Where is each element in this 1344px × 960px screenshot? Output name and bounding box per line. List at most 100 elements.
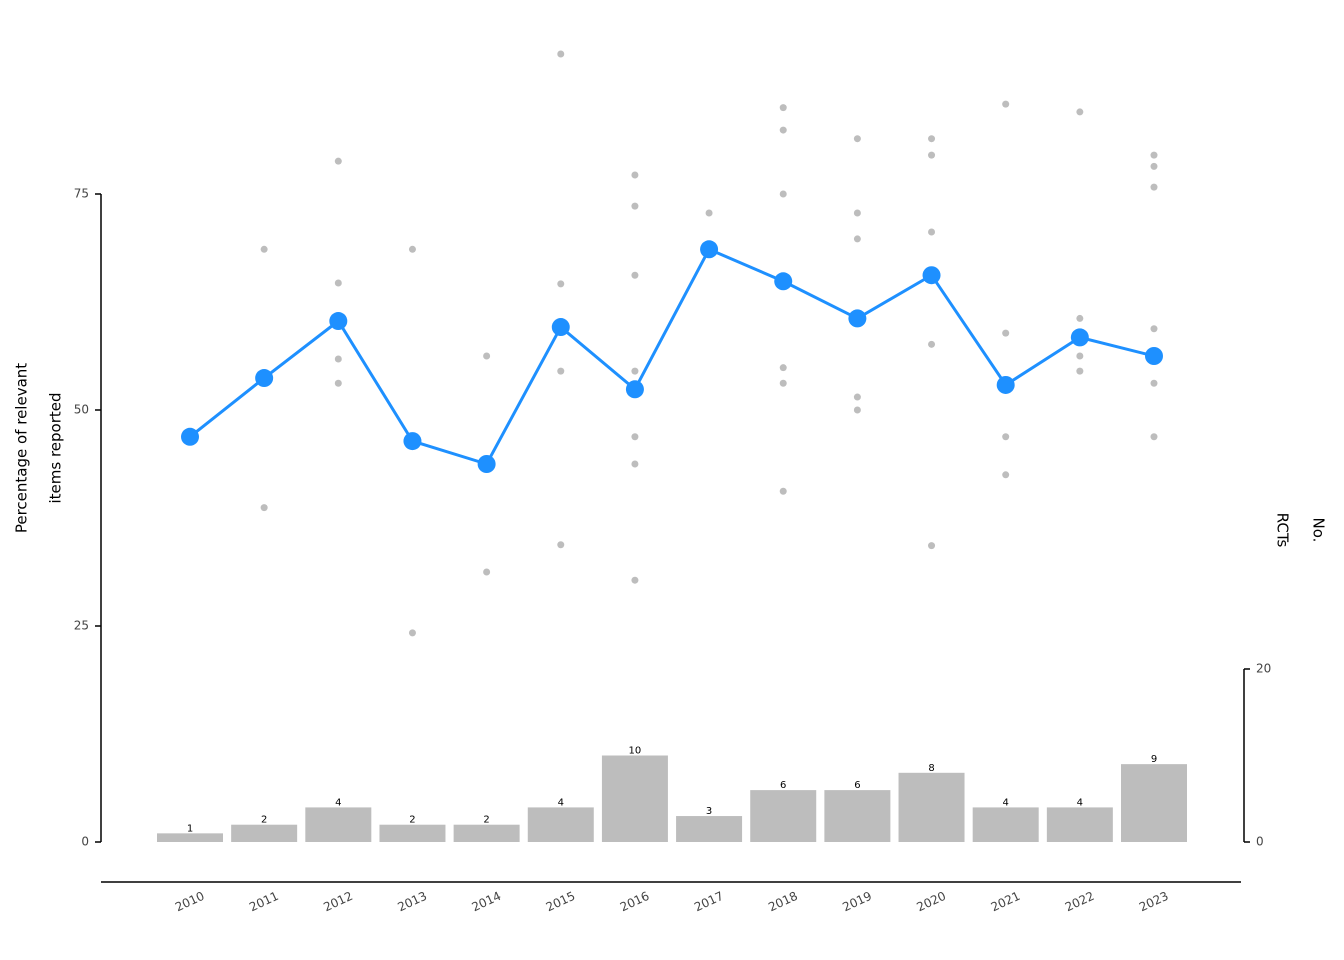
y-axis-title: items reported	[47, 392, 65, 503]
study-point	[408, 629, 416, 637]
study-point	[779, 126, 787, 134]
study-point	[631, 433, 639, 441]
study-point	[779, 364, 787, 372]
mean-point	[477, 455, 496, 473]
study-point	[779, 190, 787, 198]
study-point	[408, 245, 416, 253]
mean-point	[774, 272, 793, 291]
study-point	[1076, 314, 1084, 322]
bar-label: 3	[706, 806, 712, 817]
study-point	[1150, 379, 1158, 387]
study-point	[483, 568, 491, 576]
bar-label: 2	[261, 815, 267, 826]
study-point	[779, 379, 787, 387]
bar-label: 9	[1151, 754, 1157, 765]
x-tick-label: 2019	[840, 889, 874, 915]
study-point	[334, 379, 342, 387]
study-point	[1150, 162, 1158, 170]
study-point	[557, 50, 565, 58]
bar	[972, 807, 1039, 842]
y-tick-label: 50	[74, 403, 89, 417]
mean-point	[625, 380, 644, 399]
bar	[676, 816, 743, 842]
study-point	[928, 135, 936, 143]
x-tick-label: 2013	[395, 889, 429, 915]
bar-label: 4	[1003, 797, 1009, 808]
mean-point	[922, 266, 941, 285]
study-point	[853, 209, 861, 217]
bar-label: 4	[335, 797, 341, 808]
bar	[1046, 807, 1113, 842]
mean-point	[181, 427, 199, 446]
study-point	[853, 406, 861, 414]
x-tick-label: 2017	[692, 889, 726, 915]
study-point	[853, 393, 861, 401]
bar	[305, 807, 372, 842]
study-point	[928, 542, 936, 550]
bar	[453, 824, 520, 842]
study-point	[1150, 183, 1158, 191]
bar-label: 4	[558, 797, 564, 808]
x-tick-label: 2015	[544, 889, 578, 915]
study-point	[1002, 471, 1010, 479]
mean-point	[255, 369, 274, 388]
x-tick-label: 2016	[618, 889, 652, 915]
bar	[231, 824, 298, 842]
study-point	[260, 245, 268, 253]
bar	[898, 772, 965, 842]
study-point	[557, 280, 565, 288]
x-tick-label: 2021	[989, 889, 1023, 915]
study-point	[334, 279, 342, 287]
y2-axis-title: RCTs	[1274, 513, 1292, 548]
study-point	[334, 157, 342, 165]
study-point	[631, 171, 639, 179]
y2-tick-label: 0	[1256, 835, 1264, 849]
bar	[750, 790, 817, 842]
study-point	[1002, 433, 1010, 441]
y-tick-label: 25	[74, 619, 89, 633]
bar-label: 4	[1077, 797, 1083, 808]
bar	[1121, 764, 1187, 842]
mean-line	[189, 247, 1155, 466]
bar	[527, 807, 594, 842]
mean-point	[403, 432, 422, 451]
study-point	[631, 202, 639, 210]
study-point	[928, 340, 936, 348]
bar	[379, 824, 446, 842]
x-tick-label: 2022	[1063, 889, 1097, 915]
bar-label: 2	[483, 815, 489, 826]
study-point	[631, 576, 639, 584]
x-tick-label: 2011	[247, 889, 281, 915]
study-point	[557, 367, 565, 375]
bar-label: 10	[629, 746, 642, 757]
x-tick-label: 2020	[915, 889, 949, 915]
bar-label: 1	[187, 823, 193, 834]
study-point	[1150, 433, 1158, 441]
mean-point	[551, 318, 570, 337]
x-tick-label: 2012	[321, 889, 355, 915]
y-tick-label: 0	[81, 835, 89, 849]
study-point	[334, 355, 342, 363]
mean-point	[329, 312, 348, 331]
study-point	[631, 460, 639, 468]
y-tick-label: 75	[74, 187, 89, 201]
x-tick-label: 2023	[1137, 889, 1171, 915]
bar	[601, 755, 668, 842]
bar-label: 6	[854, 780, 860, 791]
mean-point	[1145, 347, 1163, 365]
study-point	[557, 541, 565, 549]
study-point	[928, 151, 936, 159]
y-axis-title: Percentage of relevant	[13, 363, 31, 533]
bar	[824, 790, 891, 842]
x-tick-label: 2010	[173, 889, 207, 915]
study-point	[1076, 108, 1084, 116]
study-point	[1150, 325, 1158, 333]
study-point	[1076, 367, 1084, 375]
study-point	[1002, 100, 1010, 108]
y2-axis-title: No.	[1310, 518, 1328, 543]
study-point	[853, 235, 861, 243]
bar	[157, 833, 223, 842]
study-point	[705, 209, 713, 217]
study-point	[779, 487, 787, 495]
